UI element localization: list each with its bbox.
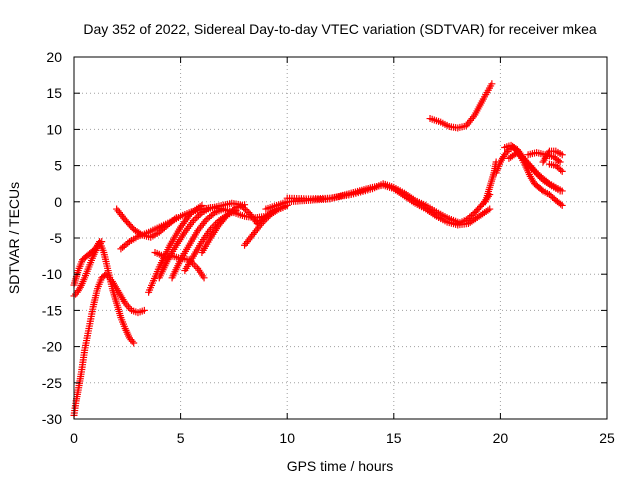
plus-marker [556,158,564,166]
plus-marker [546,181,554,189]
plus-marker [101,271,109,279]
y-tick-label: -15 [42,302,62,318]
y-tick-label: 5 [54,158,62,174]
plus-marker [554,157,562,165]
series-s7 [155,204,214,282]
plus-marker [98,238,106,246]
plus-marker [529,166,537,174]
y-tick-label: -25 [42,375,62,391]
plus-marker [469,210,477,218]
plus-marker [209,210,217,218]
plus-marker [238,202,246,210]
y-tick-label: 15 [46,85,62,101]
plus-marker [124,303,132,311]
x-axis-label: GPS time / hours [287,458,394,474]
plus-marker [558,201,566,209]
plus-marker [196,210,204,218]
series-s6 [145,201,206,296]
plus-marker [486,205,494,213]
plus-marker [240,204,248,212]
x-tick-label: 20 [493,430,509,446]
plus-marker [140,306,148,314]
plus-marker [556,187,564,195]
series-s25 [545,160,566,175]
series-s9 [168,205,227,282]
plus-marker [538,186,546,194]
series-s18 [481,158,500,206]
series-s16 [283,180,462,226]
y-tick-label: 0 [54,194,62,210]
x-tick-label: 25 [599,430,615,446]
plus-marker [222,213,230,221]
plus-marker [558,167,566,175]
x-tick-label: 0 [70,430,78,446]
series-s19 [426,80,496,132]
data-points [70,80,566,419]
plus-marker [200,274,208,282]
plus-marker [189,217,197,225]
plus-marker [191,215,199,223]
axis-ticks: 0 5 10 15 20 25 -30 -25 -20 -15 -10 -5 0 5 10 15 20 [42,49,615,446]
plus-marker [130,339,138,347]
x-tick-label: 15 [386,430,402,446]
series-s2 [70,238,106,300]
series-s13 [202,199,261,228]
plus-marker [241,205,249,213]
x-tick-label: 10 [279,430,295,446]
y-tick-label: -5 [50,230,63,246]
y-tick-label: -30 [42,411,62,427]
plus-marker [195,212,203,220]
plus-marker [236,201,244,209]
y-tick-label: -20 [42,339,62,355]
plus-marker [488,80,496,88]
grid-lines [74,57,607,419]
plus-marker [193,213,201,221]
series-s24 [539,147,566,166]
series-s3 [70,270,148,419]
chart-title: Day 352 of 2022, Sidereal Day-to-day VTE… [83,21,596,37]
y-tick-label: 10 [46,121,62,137]
plus-marker [128,337,136,345]
y-axis-label: SDTVAR / TECUs [6,182,22,294]
series-s1 [70,238,138,347]
plot-frame [73,56,608,420]
plus-marker [124,239,132,247]
y-tick-label: -10 [42,266,62,282]
plus-marker [75,285,83,293]
plus-marker [504,147,512,155]
series-s22 [505,149,564,195]
plus-marker [558,151,566,159]
plus-marker [557,200,565,208]
plus-marker [243,207,251,215]
x-tick-label: 5 [177,430,185,446]
y-tick-label: 20 [46,49,62,65]
plus-marker [198,201,206,209]
plus-marker [557,166,565,174]
plus-marker [96,239,104,247]
